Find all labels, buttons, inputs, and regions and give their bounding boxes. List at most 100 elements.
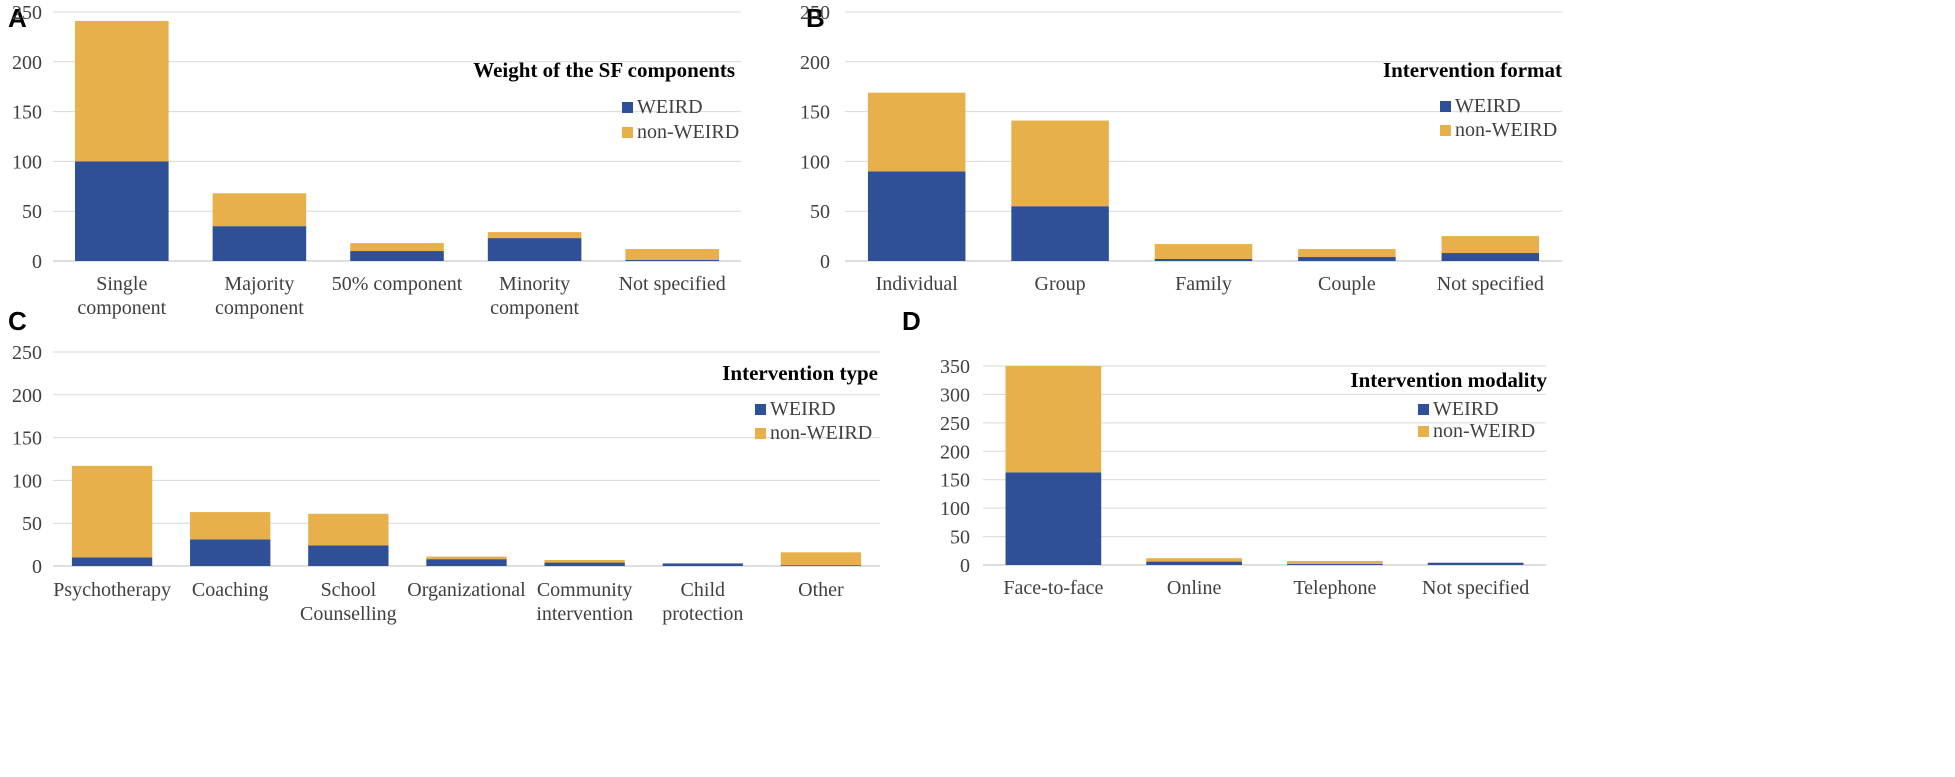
panel-letter: B <box>806 3 825 33</box>
bar-non-weird <box>1146 558 1242 562</box>
legend-label: non-WEIRD <box>1433 420 1535 442</box>
category-label: Individual <box>876 273 959 295</box>
bar-non-weird <box>71 465 153 558</box>
bar-weird <box>75 161 169 261</box>
bar-non-weird <box>75 20 169 162</box>
legend-label: non-WEIRD <box>637 121 739 143</box>
bar-non-weird <box>1287 561 1383 564</box>
bar-non-weird <box>867 92 966 172</box>
category-label: component <box>77 297 166 319</box>
legend-label: WEIRD <box>1433 398 1499 420</box>
category-label: Minority <box>499 273 570 295</box>
legend-label: WEIRD <box>1455 95 1521 117</box>
category-label: Other <box>798 579 844 601</box>
category-label: Single <box>96 273 147 295</box>
legend-label: WEIRD <box>770 398 836 420</box>
bar-weird <box>212 226 307 261</box>
y-tick-label: 0 <box>960 555 970 577</box>
legend-swatch-non-weird <box>1440 125 1451 136</box>
bar-weird <box>1441 253 1540 261</box>
y-tick-label: 150 <box>12 102 42 124</box>
bar-weird <box>426 559 507 566</box>
category-label: School <box>321 579 377 601</box>
legend-swatch-non-weird <box>755 428 766 439</box>
bar-non-weird <box>487 232 582 239</box>
y-tick-label: 250 <box>12 2 42 24</box>
y-tick-label: 100 <box>12 470 42 492</box>
category-label: Not specified <box>619 273 726 295</box>
chart-panel-b: B 0 50 100 150 200 250 Individual Group Family Cou… <box>800 2 1562 295</box>
y-tick-label: 0 <box>32 251 42 273</box>
category-label: Family <box>1175 273 1232 295</box>
bar-non-weird <box>1298 249 1396 258</box>
bar-non-weird <box>190 512 271 540</box>
bar-weird <box>780 565 862 566</box>
y-tick-label: 200 <box>12 52 42 74</box>
bar-weird <box>71 557 153 566</box>
y-tick-label: 150 <box>940 470 970 492</box>
y-tick-label: 200 <box>800 52 830 74</box>
bar-non-weird <box>426 556 507 560</box>
legend-swatch-weird <box>1440 101 1451 112</box>
y-tick-label: 50 <box>22 201 42 223</box>
bar-non-weird <box>212 193 307 227</box>
category-label: Not specified <box>1437 273 1544 295</box>
bar-weird <box>487 238 582 261</box>
chart-title: Weight of the SF components <box>473 58 735 82</box>
bar-non-weird <box>625 249 719 261</box>
bar-weird <box>1298 257 1396 261</box>
y-tick-label: 50 <box>950 527 970 549</box>
category-label: Community <box>537 579 633 601</box>
bar-non-weird <box>780 552 862 566</box>
legend-swatch-weird <box>755 404 766 415</box>
y-tick-label: 150 <box>800 102 830 124</box>
panel-letter: A <box>8 3 27 33</box>
legend-swatch-non-weird <box>622 127 633 138</box>
y-tick-label: 100 <box>12 151 42 173</box>
legend-label: non-WEIRD <box>770 422 872 444</box>
chart-panel-a: A050100150200250SinglecomponentMajorityc… <box>8 2 741 319</box>
category-label: Telephone <box>1293 577 1376 599</box>
category-label: Majority <box>224 273 294 295</box>
bar-weird <box>625 260 719 261</box>
bar-non-weird <box>544 560 625 563</box>
category-label: Face-to-face <box>1003 577 1103 599</box>
y-tick-label: 50 <box>22 513 42 535</box>
category-label: Group <box>1035 273 1086 295</box>
y-tick-label: 0 <box>32 556 42 578</box>
panel-letter: D <box>902 306 921 336</box>
legend-label: WEIRD <box>637 96 703 118</box>
y-tick-label: 0 <box>820 251 830 273</box>
category-label: Couple <box>1318 273 1376 295</box>
bar-weird <box>1146 561 1242 565</box>
y-tick-label: 100 <box>940 498 970 520</box>
legend-swatch-weird <box>622 102 633 113</box>
bar-weird <box>1427 562 1524 565</box>
category-label: Child <box>681 579 725 601</box>
y-tick-label: 200 <box>940 441 970 463</box>
category-label: Psychotherapy <box>53 579 171 601</box>
category-label: component <box>215 297 304 319</box>
bar-non-weird <box>308 513 389 546</box>
category-label: Online <box>1167 577 1222 599</box>
y-tick-label: 250 <box>800 2 830 24</box>
y-tick-label: 300 <box>940 384 970 406</box>
y-tick-label: 200 <box>12 385 42 407</box>
legend-label: non-WEIRD <box>1455 119 1557 141</box>
bar-non-weird <box>350 243 444 252</box>
category-label: Organizational <box>407 579 526 601</box>
chart-panel-c: C 0 50 100 150 200 250 Psychotherapy Coaching Sch… <box>8 306 880 625</box>
bar-non-weird <box>1154 244 1253 260</box>
legend-swatch-non-weird <box>1418 426 1429 437</box>
bar-weird <box>350 251 444 261</box>
bar-weird <box>1005 472 1102 565</box>
legend-swatch-weird <box>1418 404 1429 415</box>
bar-non-weird <box>1441 236 1540 254</box>
bar-weird <box>1011 206 1109 261</box>
bar-weird <box>308 545 389 566</box>
bar-weird <box>544 562 625 566</box>
bar-weird <box>662 563 743 566</box>
bar-non-weird <box>1005 366 1102 473</box>
chart-title: Intervention format <box>1383 58 1562 82</box>
